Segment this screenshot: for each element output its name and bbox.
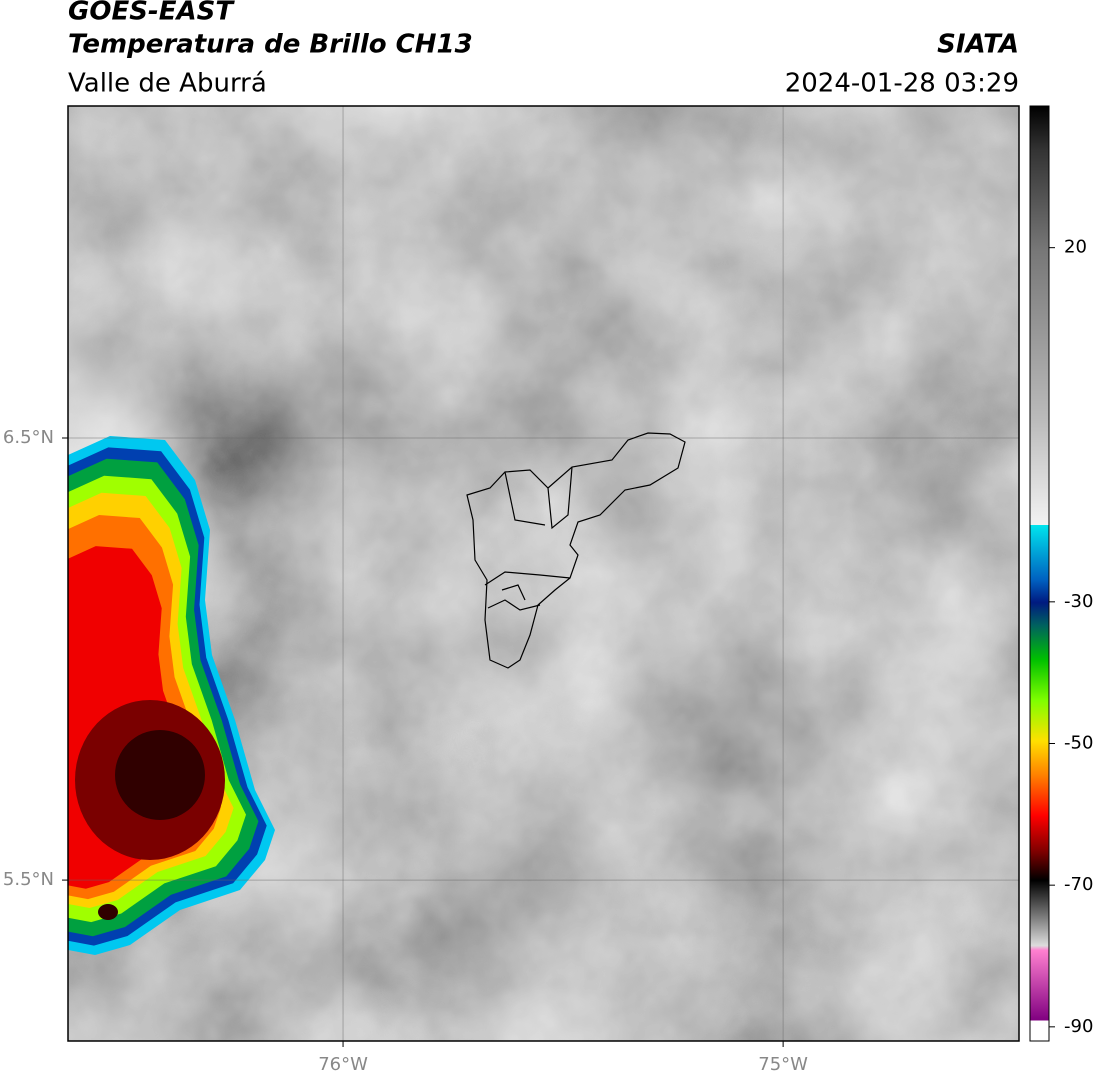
y-tick-label: 6.5°N	[3, 427, 54, 448]
region: Valle de Aburrá	[68, 69, 267, 99]
colorbar-tick-label: -70	[1064, 874, 1093, 895]
satellite-image	[68, 106, 1019, 1041]
municipal-boundaries	[466, 432, 686, 669]
title: GOES-EAST	[68, 0, 235, 27]
subtitle: Temperatura de Brillo CH13	[68, 30, 473, 60]
source: SIATA	[937, 30, 1019, 60]
colorbar	[1029, 105, 1050, 1042]
storm-core	[98, 904, 118, 920]
colorbar-tick-label: 20	[1064, 237, 1087, 258]
y-tick-label: 5.5°N	[3, 869, 54, 890]
colorbar-tick-label: -30	[1064, 591, 1093, 612]
colorbar-tick-label: -90	[1064, 1016, 1093, 1037]
x-tick-label: 76°W	[318, 1054, 368, 1075]
colorbar-tick-label: -50	[1064, 733, 1093, 754]
map-frame	[67, 105, 1020, 1042]
x-tick-label: 75°W	[758, 1054, 808, 1075]
datetime: 2024-01-28 03:29	[785, 69, 1019, 99]
storm-core	[115, 730, 205, 820]
graticule	[68, 106, 1019, 1041]
